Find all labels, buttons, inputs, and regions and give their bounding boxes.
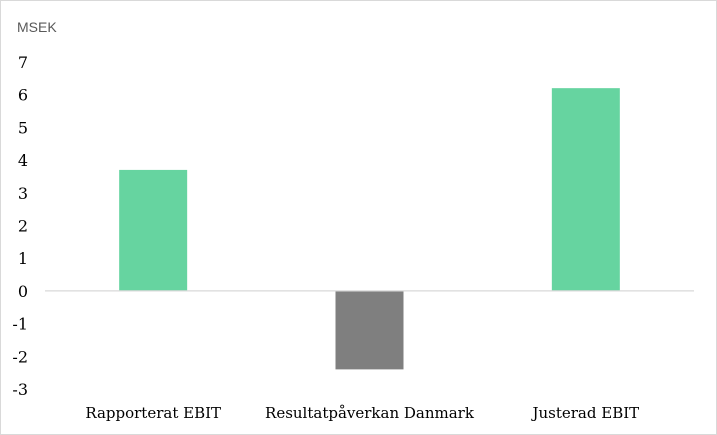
unit-label: MSEK: [17, 19, 57, 35]
y-tick-label: 4: [18, 151, 28, 170]
bar-justerad-ebit: [551, 88, 620, 291]
y-tick-label: 0: [18, 282, 28, 301]
category-label: Resultatpåverkan Danmark: [265, 404, 475, 422]
y-tick-label: -2: [12, 347, 28, 366]
y-tick-label: 1: [18, 249, 28, 268]
y-tick-label: -1: [12, 315, 28, 334]
y-tick-label: 5: [18, 118, 28, 137]
bar-resultatp-verkan-danmark: [335, 290, 404, 370]
y-tick-label: 6: [18, 86, 28, 105]
bar-rapporterat-ebit: [119, 169, 188, 291]
y-tick-label: 2: [18, 217, 28, 236]
y-axis-ticks: 7 6 5 4 3 2 1 0 -1 -2 -3: [12, 53, 28, 399]
y-tick-label: 3: [18, 184, 28, 203]
x-axis-categories: Rapporterat EBIT Resultatpåverkan Danmark…: [85, 404, 639, 422]
category-label: Rapporterat EBIT: [85, 404, 221, 422]
y-tick-label: -3: [12, 380, 28, 399]
category-label: Justerad EBIT: [530, 404, 639, 422]
bars: [119, 88, 620, 370]
y-tick-label: 7: [18, 53, 28, 72]
